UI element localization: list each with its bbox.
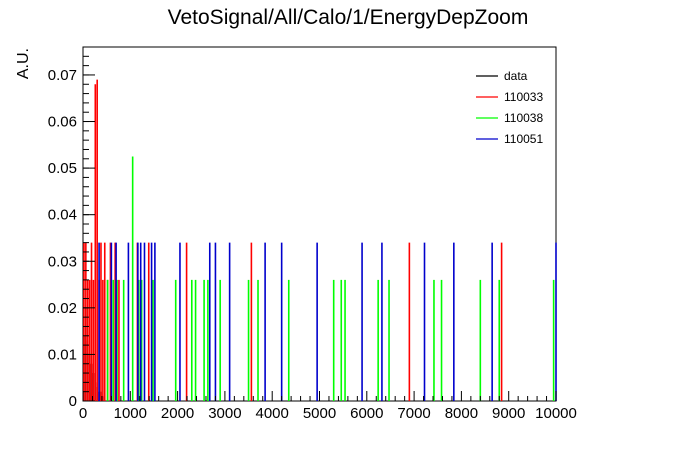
y-tick-label: 0.04 <box>48 207 77 224</box>
x-tick-label: 7000 <box>397 405 430 422</box>
chart-title: VetoSignal/All/Calo/1/EnergyDepZoom <box>168 6 529 29</box>
x-tick-label: 1000 <box>114 405 147 422</box>
series-110033 <box>83 79 503 401</box>
series-110038 <box>106 156 555 401</box>
x-tick-label: 2000 <box>161 405 194 422</box>
x-tick-label: 3000 <box>208 405 241 422</box>
x-tick-label: 0 <box>79 405 87 422</box>
series-layer <box>83 79 557 401</box>
x-tick-label: 8000 <box>445 405 478 422</box>
legend-label: data <box>504 69 528 83</box>
x-tick-label: 4000 <box>256 405 289 422</box>
x-tick-label: 5000 <box>303 405 336 422</box>
axis-ticks: 0 1000 2000 3000 4000 5000 6000 7000 8000 9000 100… <box>48 46 577 422</box>
y-tick-label: 0.06 <box>48 114 77 131</box>
legend: data 110033 110038 110051 <box>476 69 543 146</box>
x-tick-label: 6000 <box>350 405 383 422</box>
legend-label: 110051 <box>504 132 543 146</box>
plot-frame <box>82 46 557 402</box>
y-tick-label: 0.05 <box>48 160 77 177</box>
y-tick-label: 0.07 <box>48 67 77 84</box>
x-tick-label: 10000 <box>535 405 577 422</box>
series-110051 <box>98 242 557 401</box>
legend-label: 110038 <box>504 111 543 125</box>
y-axis-label: A.U. <box>15 48 32 79</box>
legend-label: 110033 <box>504 90 543 104</box>
y-tick-label: 0.01 <box>48 346 77 363</box>
y-tick-label: 0.02 <box>48 300 77 317</box>
x-tick-label: 9000 <box>492 405 525 422</box>
y-tick-label: 0.03 <box>48 253 77 270</box>
y-tick-label: 0 <box>69 393 77 410</box>
